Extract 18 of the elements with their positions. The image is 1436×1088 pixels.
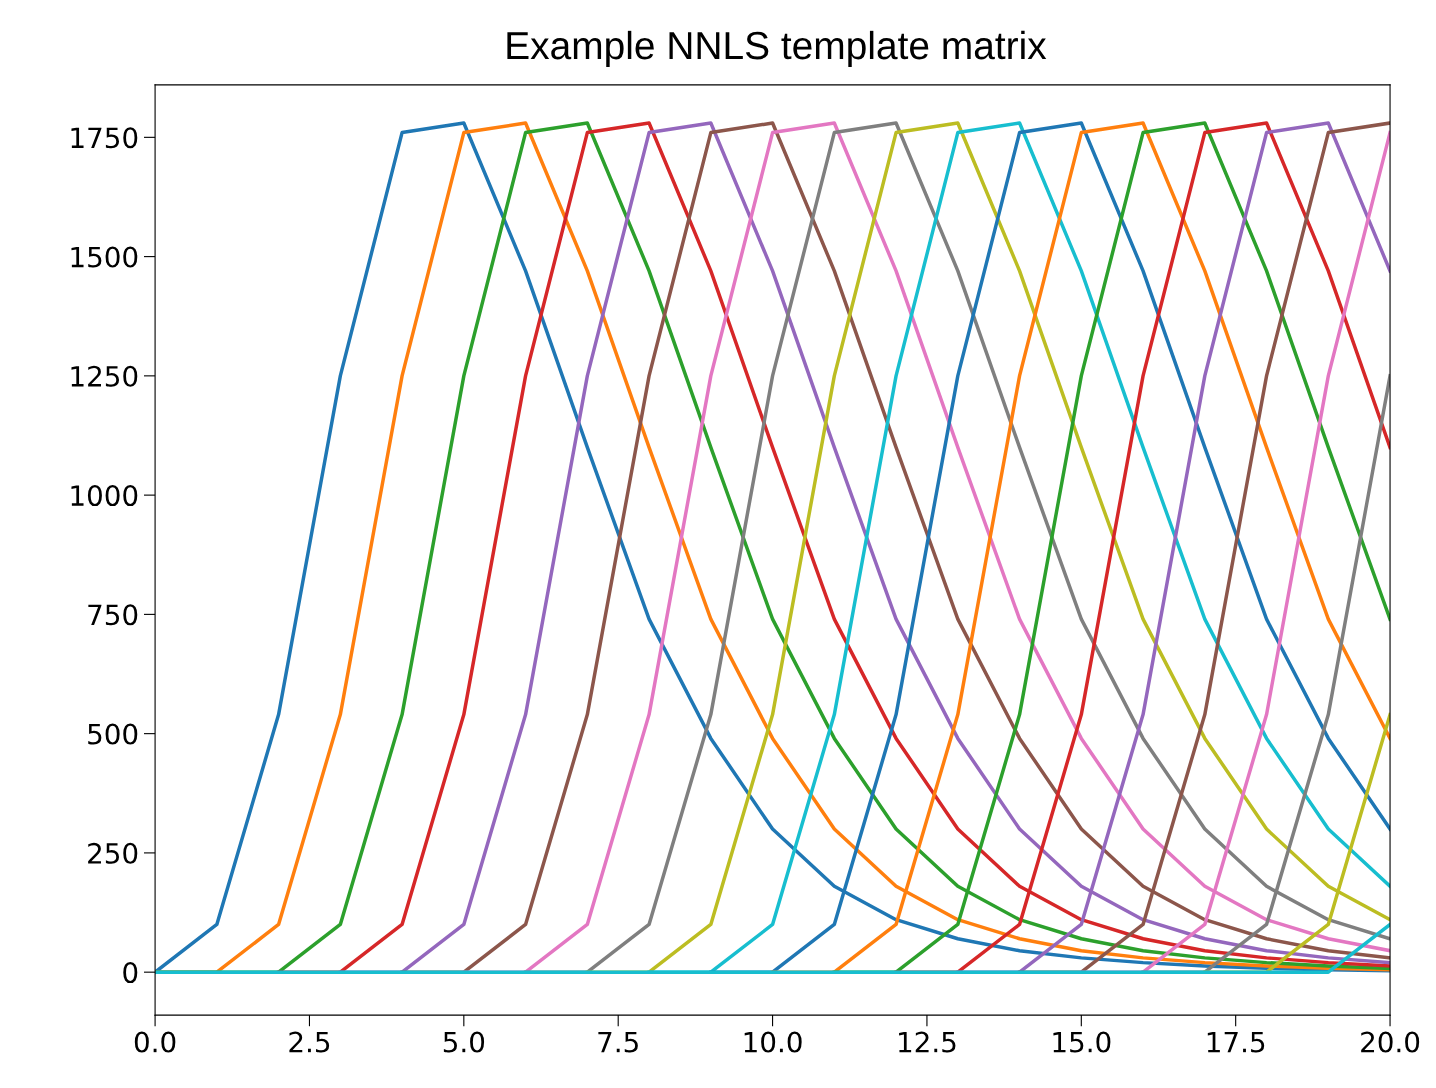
x-tick-label: 5.0 bbox=[443, 1031, 485, 1053]
y-tick-label: 1250 bbox=[71, 365, 138, 387]
y-tick-label: 750 bbox=[88, 604, 138, 626]
x-tick-label: 12.5 bbox=[899, 1031, 956, 1053]
y-tick-label: 250 bbox=[88, 842, 138, 864]
y-tick-label: 1500 bbox=[71, 246, 138, 268]
x-tick-label: 0.0 bbox=[134, 1031, 176, 1053]
y-tick-label: 500 bbox=[88, 723, 138, 745]
y-tick-label: 1000 bbox=[71, 485, 138, 507]
x-tick-label: 20.0 bbox=[1361, 1031, 1420, 1053]
x-tick-label: 17.5 bbox=[1207, 1031, 1265, 1053]
x-tick-label: 7.5 bbox=[598, 1031, 638, 1053]
y-tick-label: 1750 bbox=[71, 127, 138, 149]
x-tick-label: 10.0 bbox=[744, 1031, 802, 1053]
x-tick-label: 15.0 bbox=[1053, 1031, 1111, 1053]
x-tick-label: 2.5 bbox=[289, 1031, 330, 1053]
y-tick-label: 0 bbox=[123, 962, 138, 984]
chart-title: Example NNLS template matrix bbox=[507, 30, 1047, 68]
